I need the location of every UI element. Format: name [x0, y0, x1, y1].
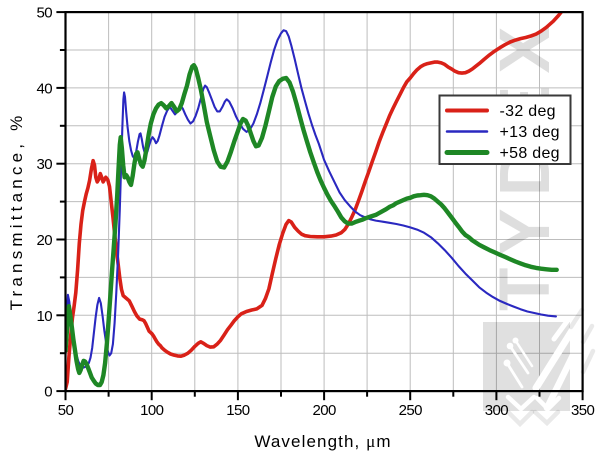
svg-text:+13 deg: +13 deg [500, 124, 560, 141]
svg-text:-32 deg: -32 deg [500, 103, 556, 120]
svg-text:Wavelength, μm: Wavelength, μm [254, 432, 391, 451]
svg-text:300: 300 [485, 402, 508, 419]
svg-text:200: 200 [312, 402, 335, 419]
svg-text:100: 100 [140, 402, 163, 419]
svg-text:40: 40 [37, 80, 53, 97]
svg-text:50: 50 [58, 402, 74, 419]
svg-text:30: 30 [37, 156, 53, 173]
svg-text:350: 350 [571, 402, 594, 419]
svg-text:10: 10 [37, 308, 53, 325]
svg-text:50: 50 [37, 5, 53, 22]
svg-text:20: 20 [37, 232, 53, 249]
svg-text:+58 deg: +58 deg [500, 145, 560, 162]
svg-text:250: 250 [399, 402, 422, 419]
svg-text:150: 150 [226, 402, 249, 419]
svg-text:Transmittance, %: Transmittance, % [7, 112, 26, 311]
svg-text:0: 0 [44, 384, 52, 401]
